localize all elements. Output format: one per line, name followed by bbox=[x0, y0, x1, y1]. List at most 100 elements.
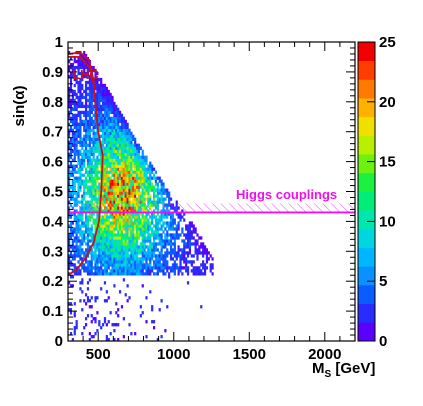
heatmap-cell bbox=[105, 137, 108, 141]
heatmap-cell bbox=[101, 149, 105, 153]
heatmap-cell bbox=[141, 311, 144, 315]
heatmap-cell bbox=[73, 329, 76, 333]
heatmap-cell bbox=[73, 272, 76, 276]
heatmap-cell bbox=[183, 242, 186, 246]
heatmap-cell bbox=[149, 173, 152, 177]
heatmap-cell bbox=[113, 131, 116, 135]
heatmap-cell bbox=[109, 179, 112, 183]
heatmap-cell bbox=[96, 218, 99, 222]
heatmap-cell bbox=[117, 191, 120, 195]
heatmap-cell bbox=[92, 152, 95, 156]
heatmap-cell bbox=[103, 281, 107, 285]
heatmap-cell bbox=[139, 155, 142, 159]
heatmap-cell bbox=[90, 176, 93, 180]
heatmap-cell bbox=[115, 134, 118, 138]
heatmap-cell bbox=[88, 149, 91, 153]
heatmap-cell bbox=[175, 200, 178, 204]
heatmap-cell bbox=[128, 173, 131, 177]
heatmap-cell bbox=[84, 53, 88, 58]
heatmap-cell bbox=[128, 164, 131, 168]
heatmap-cell bbox=[113, 143, 116, 147]
heatmap-cell bbox=[77, 65, 80, 70]
heatmap-cell bbox=[128, 155, 131, 159]
heatmap-cell bbox=[77, 260, 80, 264]
heatmap-cell bbox=[166, 233, 169, 237]
heatmap-cell bbox=[86, 110, 90, 115]
heatmap-cell bbox=[98, 224, 101, 228]
heatmap-cell bbox=[128, 152, 131, 156]
heatmap-cell bbox=[160, 269, 163, 273]
heatmap-cell bbox=[101, 224, 105, 228]
heatmap-cell bbox=[71, 143, 74, 147]
heatmap-cell bbox=[100, 248, 103, 252]
heatmap-cell bbox=[105, 197, 108, 201]
heatmap-cell bbox=[126, 188, 129, 192]
heatmap-cell bbox=[113, 242, 116, 246]
colorbar-segment bbox=[358, 172, 375, 192]
heatmap-cell bbox=[130, 212, 133, 216]
heatmap-cell bbox=[117, 314, 120, 318]
colorbar-tick-label: 0 bbox=[379, 333, 387, 350]
heatmap-cell bbox=[86, 161, 90, 165]
heatmap-cell bbox=[100, 167, 103, 171]
heatmap-cell bbox=[83, 179, 86, 183]
heatmap-cell bbox=[109, 200, 112, 204]
heatmap-cell bbox=[162, 188, 165, 192]
heatmap-cell bbox=[86, 254, 90, 258]
heatmap-cell bbox=[103, 224, 107, 228]
heatmap-cell bbox=[73, 230, 76, 234]
heatmap-cell bbox=[202, 260, 205, 264]
heatmap-cell bbox=[196, 272, 199, 276]
heatmap-cell bbox=[177, 254, 180, 258]
y-tick-label: 0.6 bbox=[42, 154, 63, 171]
heatmap-cell bbox=[115, 218, 118, 222]
heatmap-cell bbox=[84, 74, 88, 79]
heatmap-cell bbox=[141, 215, 144, 219]
heatmap-cell bbox=[122, 242, 125, 246]
heatmap-cell bbox=[135, 233, 139, 237]
heatmap-cell bbox=[115, 248, 118, 252]
heatmap-cell bbox=[86, 221, 90, 225]
heatmap-cell bbox=[130, 230, 133, 234]
heatmap-cell bbox=[69, 212, 73, 216]
heatmap-cell bbox=[75, 107, 78, 112]
heatmap-cell bbox=[120, 149, 124, 153]
heatmap-cell bbox=[90, 107, 93, 112]
heatmap-cell bbox=[196, 251, 199, 255]
heatmap-cell bbox=[117, 266, 120, 270]
heatmap-cell bbox=[81, 71, 84, 76]
heatmap-cell bbox=[113, 149, 116, 153]
heatmap-cell bbox=[135, 179, 139, 183]
heatmap-cell bbox=[101, 230, 105, 234]
heatmap-cell bbox=[115, 116, 118, 121]
heatmap-cell bbox=[135, 248, 139, 252]
heatmap-cell bbox=[151, 308, 154, 312]
heatmap-cell bbox=[124, 134, 127, 138]
heatmap-cell bbox=[86, 233, 90, 237]
heatmap-cell bbox=[79, 92, 82, 97]
heatmap-cell bbox=[83, 104, 86, 109]
heatmap-cell bbox=[83, 122, 86, 127]
heatmap-cell bbox=[75, 218, 78, 222]
heatmap-cell bbox=[103, 233, 107, 237]
heatmap-cell bbox=[149, 269, 152, 273]
heatmap-cell bbox=[73, 167, 76, 171]
heatmap-cell bbox=[81, 179, 84, 183]
heatmap-cell bbox=[162, 245, 165, 249]
heatmap-cell bbox=[84, 149, 88, 153]
heatmap-cell bbox=[122, 116, 125, 121]
heatmap-cell bbox=[94, 263, 97, 267]
heatmap-cell bbox=[83, 152, 86, 156]
heatmap-cell bbox=[107, 266, 110, 270]
heatmap-cell bbox=[124, 260, 127, 264]
heatmap-cell bbox=[92, 233, 95, 237]
heatmap-cell bbox=[203, 269, 207, 273]
heatmap-cell bbox=[134, 221, 137, 225]
heatmap-cell bbox=[179, 257, 182, 261]
heatmap-cell bbox=[79, 119, 82, 124]
heatmap-cell bbox=[77, 98, 80, 103]
heatmap-cell bbox=[77, 71, 80, 76]
heatmap-cell bbox=[83, 140, 86, 144]
heatmap-cell bbox=[147, 272, 150, 276]
heatmap-cell bbox=[88, 158, 91, 162]
